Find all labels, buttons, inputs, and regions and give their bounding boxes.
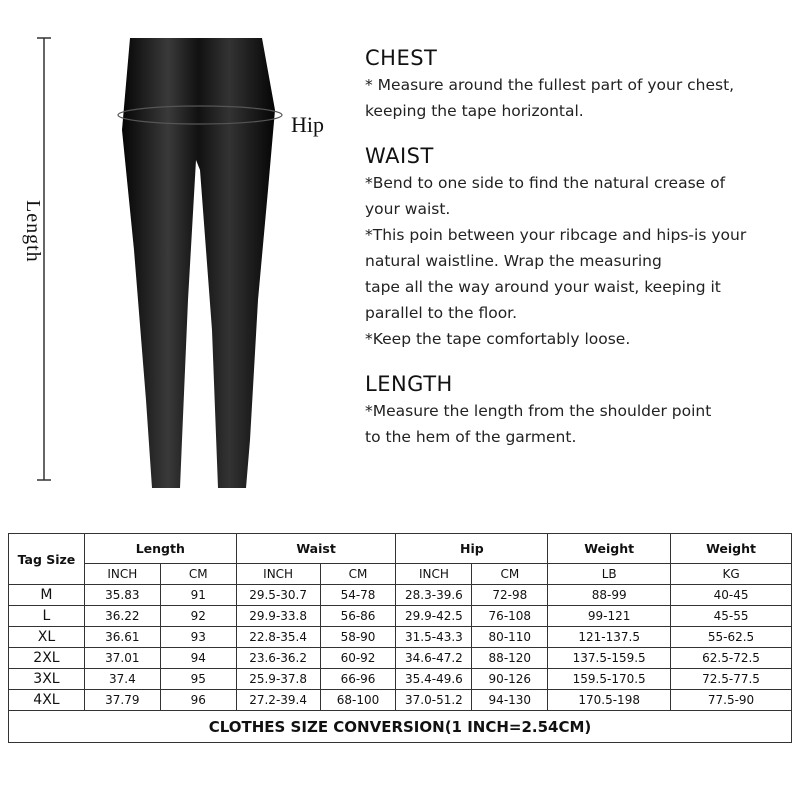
instruction-line: * Measure around the fullest part of you…	[365, 76, 735, 94]
instruction-line: *This poin between your ribcage and hips…	[365, 226, 747, 244]
section-chest: CHEST * Measure around the fullest part o…	[365, 46, 795, 124]
value-cell: 137.5-159.5	[547, 647, 672, 669]
value-cell: 29.9-33.8	[235, 605, 321, 627]
value-cell: 36.22	[83, 605, 161, 627]
value-cell: 35.83	[83, 584, 161, 606]
size-cell: XL	[8, 626, 85, 648]
table-row: 4XL 37.79 96 27.2-39.4 68-100 37.0-51.2 94-130…	[8, 689, 792, 711]
value-cell: 66-96	[319, 668, 397, 690]
value-cell: 76-108	[471, 605, 549, 627]
value-cell: 27.2-39.4	[235, 689, 321, 711]
unit-header: KG	[670, 563, 792, 585]
table-row: XL 36.61 93 22.8-35.4 58-90 31.5-43.3 80-110 12…	[8, 626, 792, 648]
unit-header: INCH	[83, 563, 161, 585]
tag-size-header: Tag Size	[8, 533, 85, 585]
size-cell: 2XL	[8, 647, 85, 669]
value-cell: 36.61	[83, 626, 161, 648]
value-cell: 170.5-198	[547, 689, 672, 711]
section-title: LENGTH	[365, 372, 453, 396]
size-chart-table: Tag Size Length Waist Hip Weight Weight …	[8, 533, 792, 743]
value-cell: 62.5-72.5	[670, 647, 792, 669]
unit-header: INCH	[395, 563, 473, 585]
value-cell: 72-98	[471, 584, 549, 606]
value-cell: 25.9-37.8	[235, 668, 321, 690]
value-cell: 40-45	[670, 584, 792, 606]
value-cell: 93	[159, 626, 237, 648]
group-header: Weight	[547, 533, 672, 564]
value-cell: 37.4	[83, 668, 161, 690]
value-cell: 92	[159, 605, 237, 627]
value-cell: 96	[159, 689, 237, 711]
value-cell: 80-110	[471, 626, 549, 648]
instruction-line: *Keep the tape comfortably loose.	[365, 330, 631, 348]
value-cell: 68-100	[319, 689, 397, 711]
table-row: 3XL 37.4 95 25.9-37.8 66-96 35.4-49.6 90-126 15…	[8, 668, 792, 690]
value-cell: 37.79	[83, 689, 161, 711]
instruction-line: natural waistline. Wrap the measuring	[365, 252, 662, 270]
group-header: Length	[83, 533, 237, 564]
instruction-line: to the hem of the garment.	[365, 428, 577, 446]
value-cell: 88-99	[547, 584, 672, 606]
group-header: Hip	[395, 533, 549, 564]
unit-header: CM	[319, 563, 397, 585]
instruction-line: your waist.	[365, 200, 451, 218]
value-cell: 94-130	[471, 689, 549, 711]
value-cell: 77.5-90	[670, 689, 792, 711]
value-cell: 55-62.5	[670, 626, 792, 648]
value-cell: 95	[159, 668, 237, 690]
value-cell: 37.01	[83, 647, 161, 669]
length-label: Length	[22, 200, 44, 263]
value-cell: 56-86	[319, 605, 397, 627]
value-cell: 90-126	[471, 668, 549, 690]
leggings-image	[37, 37, 283, 488]
value-cell: 91	[159, 584, 237, 606]
instruction-line: parallel to the floor.	[365, 304, 518, 322]
value-cell: 29.9-42.5	[395, 605, 473, 627]
value-cell: 23.6-36.2	[235, 647, 321, 669]
section-length: LENGTH *Measure the length from the shoul…	[365, 372, 795, 450]
value-cell: 99-121	[547, 605, 672, 627]
instruction-line: *Bend to one side to find the natural cr…	[365, 174, 726, 192]
group-header: Waist	[235, 533, 397, 564]
section-title: CHEST	[365, 46, 438, 70]
unit-header: CM	[159, 563, 237, 585]
value-cell: 31.5-43.3	[395, 626, 473, 648]
table-row: M 35.83 91 29.5-30.7 54-78 28.3-39.6 72-98 88-9…	[8, 584, 792, 606]
instruction-line: *Measure the length from the shoulder po…	[365, 402, 712, 420]
instruction-line: keeping the tape horizontal.	[365, 102, 584, 120]
value-cell: 29.5-30.7	[235, 584, 321, 606]
unit-header: LB	[547, 563, 672, 585]
hip-label: Hip	[291, 112, 324, 137]
value-cell: 88-120	[471, 647, 549, 669]
value-cell: 34.6-47.2	[395, 647, 473, 669]
group-header: Weight	[670, 533, 792, 564]
value-cell: 54-78	[319, 584, 397, 606]
table-row: 2XL 37.01 94 23.6-36.2 60-92 34.6-47.2 88-120 1…	[8, 647, 792, 669]
size-cell: 3XL	[8, 668, 85, 690]
size-cell: L	[8, 605, 85, 627]
value-cell: 22.8-35.4	[235, 626, 321, 648]
section-waist: WAIST *Bend to one side to find the natur…	[365, 144, 795, 352]
conversion-note: CLOTHES SIZE CONVERSION(1 INCH=2.54CM)	[8, 710, 792, 743]
unit-header: CM	[471, 563, 549, 585]
measurement-instructions: CHEST * Measure around the fullest part o…	[365, 46, 795, 470]
value-cell: 58-90	[319, 626, 397, 648]
unit-header: INCH	[235, 563, 321, 585]
value-cell: 72.5-77.5	[670, 668, 792, 690]
instruction-line: tape all the way around your waist, keep…	[365, 278, 721, 296]
value-cell: 37.0-51.2	[395, 689, 473, 711]
table-row: L 36.22 92 29.9-33.8 56-86 29.9-42.5 76-108 99-…	[8, 605, 792, 627]
value-cell: 121-137.5	[547, 626, 672, 648]
value-cell: 28.3-39.6	[395, 584, 473, 606]
size-cell: M	[8, 584, 85, 606]
section-title: WAIST	[365, 144, 434, 168]
value-cell: 94	[159, 647, 237, 669]
value-cell: 35.4-49.6	[395, 668, 473, 690]
value-cell: 45-55	[670, 605, 792, 627]
size-cell: 4XL	[8, 689, 85, 711]
value-cell: 159.5-170.5	[547, 668, 672, 690]
leggings-figure: Length Hip	[0, 0, 360, 520]
value-cell: 60-92	[319, 647, 397, 669]
